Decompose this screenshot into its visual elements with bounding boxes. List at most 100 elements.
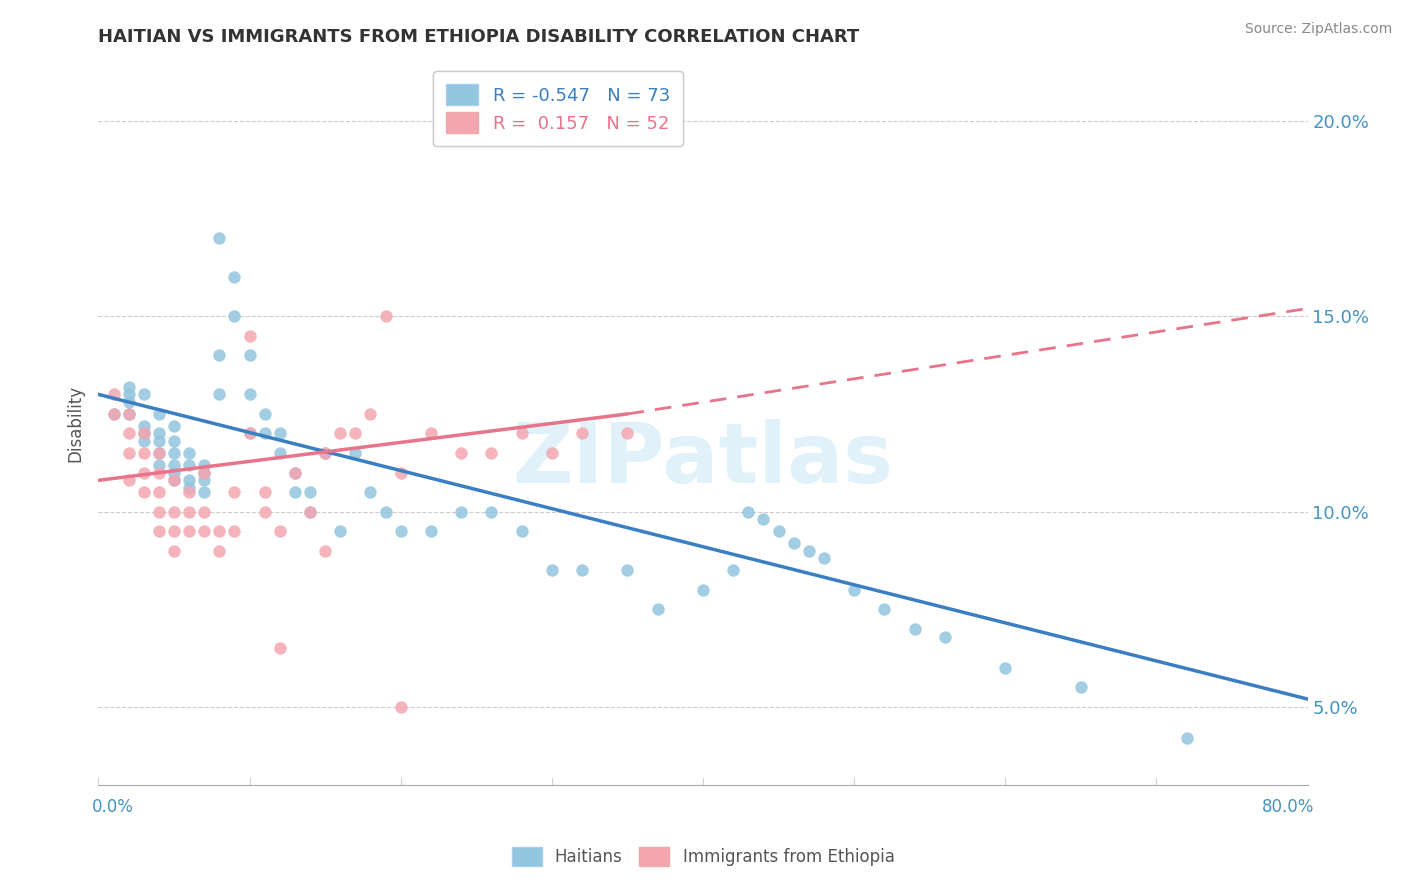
Point bbox=[450, 505, 472, 519]
Point bbox=[510, 426, 533, 441]
Point bbox=[269, 446, 291, 460]
Point bbox=[208, 543, 231, 558]
Point bbox=[208, 524, 231, 538]
Point bbox=[193, 466, 215, 480]
Point bbox=[420, 426, 443, 441]
Text: Source: ZipAtlas.com: Source: ZipAtlas.com bbox=[1244, 22, 1392, 37]
Point bbox=[163, 505, 186, 519]
Point bbox=[571, 426, 593, 441]
Point bbox=[132, 446, 155, 460]
Point bbox=[118, 387, 141, 401]
Point bbox=[163, 466, 186, 480]
Point bbox=[616, 563, 638, 577]
Point bbox=[239, 426, 262, 441]
Point bbox=[148, 434, 170, 449]
Point bbox=[873, 602, 896, 616]
Point bbox=[179, 505, 201, 519]
Point bbox=[1070, 681, 1092, 695]
Point bbox=[224, 310, 246, 324]
Point bbox=[768, 524, 790, 538]
Point bbox=[571, 563, 593, 577]
Point bbox=[540, 446, 562, 460]
Point bbox=[389, 699, 412, 714]
Point bbox=[163, 543, 186, 558]
Point bbox=[314, 446, 336, 460]
Point bbox=[344, 446, 367, 460]
Point bbox=[179, 481, 201, 495]
Point bbox=[253, 505, 276, 519]
Point bbox=[179, 485, 201, 500]
Point bbox=[118, 473, 141, 487]
Point bbox=[284, 466, 307, 480]
Text: 0.0%: 0.0% bbox=[91, 798, 134, 816]
Point bbox=[193, 458, 215, 472]
Point bbox=[224, 524, 246, 538]
Point bbox=[239, 426, 262, 441]
Point bbox=[163, 473, 186, 487]
Point bbox=[132, 434, 155, 449]
Point bbox=[118, 395, 141, 409]
Point bbox=[647, 602, 669, 616]
Point bbox=[103, 407, 125, 421]
Point bbox=[179, 446, 201, 460]
Point bbox=[118, 426, 141, 441]
Point bbox=[163, 524, 186, 538]
Point bbox=[148, 426, 170, 441]
Point bbox=[374, 505, 396, 519]
Point bbox=[118, 379, 141, 393]
Point bbox=[208, 231, 231, 245]
Point bbox=[481, 446, 503, 460]
Point bbox=[1175, 731, 1198, 745]
Point bbox=[148, 458, 170, 472]
Point bbox=[208, 348, 231, 362]
Point bbox=[193, 485, 215, 500]
Point bbox=[132, 485, 155, 500]
Point bbox=[224, 270, 246, 285]
Point bbox=[163, 446, 186, 460]
Point bbox=[103, 407, 125, 421]
Point bbox=[723, 563, 745, 577]
Point bbox=[269, 426, 291, 441]
Point bbox=[510, 524, 533, 538]
Point bbox=[163, 434, 186, 449]
Point bbox=[193, 505, 215, 519]
Point bbox=[314, 446, 336, 460]
Point bbox=[193, 524, 215, 538]
Point bbox=[934, 630, 956, 644]
Point bbox=[360, 407, 382, 421]
Point bbox=[389, 524, 412, 538]
Point bbox=[103, 387, 125, 401]
Point bbox=[132, 418, 155, 433]
Point bbox=[752, 512, 775, 526]
Point bbox=[132, 426, 155, 441]
Point bbox=[179, 458, 201, 472]
Point bbox=[737, 505, 759, 519]
Point bbox=[389, 466, 412, 480]
Point bbox=[813, 551, 835, 566]
Point bbox=[269, 524, 291, 538]
Point bbox=[224, 485, 246, 500]
Point bbox=[163, 458, 186, 472]
Point bbox=[132, 387, 155, 401]
Point bbox=[118, 407, 141, 421]
Point bbox=[360, 485, 382, 500]
Point bbox=[692, 582, 714, 597]
Point bbox=[179, 524, 201, 538]
Point bbox=[797, 543, 820, 558]
Legend: R = -0.547   N = 73, R =  0.157   N = 52: R = -0.547 N = 73, R = 0.157 N = 52 bbox=[433, 71, 683, 145]
Legend: Haitians, Immigrants from Ethiopia: Haitians, Immigrants from Ethiopia bbox=[503, 838, 903, 875]
Point bbox=[148, 505, 170, 519]
Point bbox=[148, 524, 170, 538]
Point bbox=[540, 563, 562, 577]
Point bbox=[239, 348, 262, 362]
Point bbox=[374, 310, 396, 324]
Point bbox=[269, 641, 291, 656]
Text: HAITIAN VS IMMIGRANTS FROM ETHIOPIA DISABILITY CORRELATION CHART: HAITIAN VS IMMIGRANTS FROM ETHIOPIA DISA… bbox=[98, 28, 859, 45]
Point bbox=[148, 466, 170, 480]
Point bbox=[148, 407, 170, 421]
Point bbox=[163, 418, 186, 433]
Point bbox=[239, 387, 262, 401]
Point bbox=[904, 622, 927, 636]
Point bbox=[284, 466, 307, 480]
Point bbox=[420, 524, 443, 538]
